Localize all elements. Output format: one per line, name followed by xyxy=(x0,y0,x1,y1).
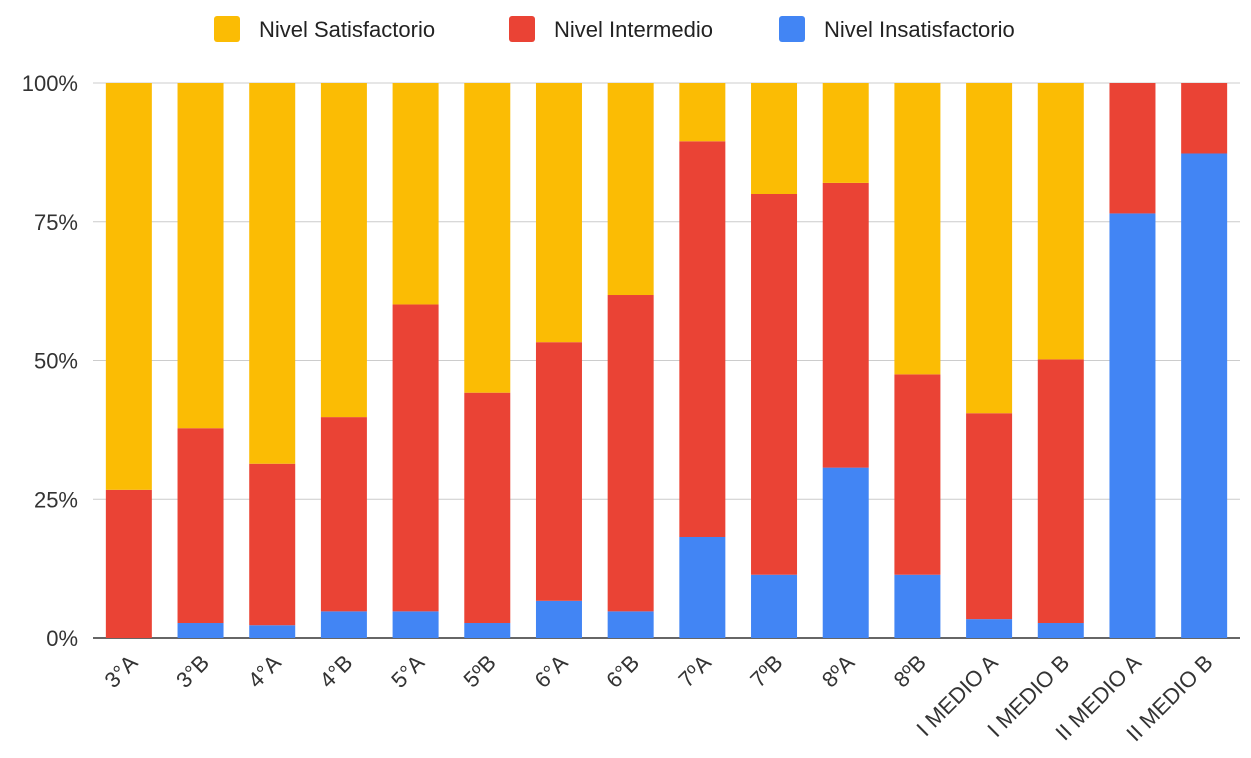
y-tick-label: 75% xyxy=(34,210,78,235)
bar-segment xyxy=(535,600,582,638)
bar-segment xyxy=(392,304,439,612)
x-tick-label: 3°B xyxy=(171,650,214,693)
legend-label: Nivel Satisfactorio xyxy=(259,17,435,42)
bar-segment xyxy=(392,83,439,305)
bar-segment xyxy=(679,83,726,142)
bar-segment xyxy=(320,83,367,418)
bar-segment xyxy=(607,611,654,638)
bar-segment xyxy=(894,374,941,575)
bar-segment xyxy=(1109,83,1156,214)
bar-segment xyxy=(535,83,582,343)
bar-segment xyxy=(966,619,1013,638)
bar-segment xyxy=(1037,83,1084,360)
bar-segment xyxy=(105,489,152,638)
bar-segment xyxy=(751,194,798,575)
bar-segment xyxy=(1181,153,1228,639)
bar-segment xyxy=(751,83,798,194)
x-tick-label: 7ºB xyxy=(745,650,787,692)
bar-segment xyxy=(966,413,1013,620)
bar-segment xyxy=(249,83,296,464)
bar-segment xyxy=(894,83,941,375)
bar-segment xyxy=(177,428,224,624)
y-tick-label: 50% xyxy=(34,349,78,374)
bars xyxy=(105,83,1228,639)
legend-label: Nivel Insatisfactorio xyxy=(824,17,1015,42)
bar-segment xyxy=(751,574,798,638)
bar-segment xyxy=(607,83,654,296)
bar-segment xyxy=(822,467,869,638)
x-tick-label: 8ºA xyxy=(817,650,860,693)
bar-segment xyxy=(249,625,296,638)
bar-segment xyxy=(464,392,511,624)
x-tick-label: 3°A xyxy=(99,650,142,693)
bar-segment xyxy=(894,574,941,638)
bar-segment xyxy=(1037,623,1084,638)
y-tick-label: 25% xyxy=(34,487,78,512)
bar-segment xyxy=(607,295,654,612)
x-tick-label: 7ºA xyxy=(673,650,716,693)
bar-segment xyxy=(392,611,439,638)
x-tick-label: 5°A xyxy=(386,650,429,693)
bar-segment xyxy=(1181,83,1228,154)
bar-segment xyxy=(464,623,511,638)
bar-segment xyxy=(320,611,367,638)
bar-segment xyxy=(679,141,726,537)
x-tick-label: 8ºB xyxy=(889,650,931,692)
x-tick-label: 5ºB xyxy=(458,650,500,692)
legend-label: Nivel Intermedio xyxy=(554,17,713,42)
bar-segment xyxy=(464,83,511,393)
bar-segment xyxy=(822,182,869,468)
bar-segment xyxy=(177,83,224,429)
bar-segment xyxy=(320,417,367,612)
y-axis-tick-labels: 0% 25% 50% 75% 100% xyxy=(22,71,78,651)
bar-segment xyxy=(105,83,152,490)
bar-segment xyxy=(1109,213,1156,639)
bar-segment xyxy=(177,623,224,638)
bar-segment xyxy=(1037,359,1084,624)
bar-segment xyxy=(966,83,1013,414)
y-tick-label: 0% xyxy=(46,626,78,651)
x-tick-label: 6°B xyxy=(601,650,644,693)
y-tick-label: 100% xyxy=(22,71,78,96)
bar-segment xyxy=(822,83,869,183)
x-tick-label: 4°B xyxy=(315,650,358,693)
bar-segment xyxy=(535,342,582,601)
legend-swatch xyxy=(509,16,535,42)
x-tick-label: 4°A xyxy=(243,650,286,693)
legend: Nivel Satisfactorio Nivel Intermedio Nivel… xyxy=(214,16,1015,42)
x-tick-label: 6°A xyxy=(530,650,573,693)
legend-swatch xyxy=(779,16,805,42)
legend-swatch xyxy=(214,16,240,42)
bar-segment xyxy=(249,463,296,626)
bar-segment xyxy=(679,536,726,638)
